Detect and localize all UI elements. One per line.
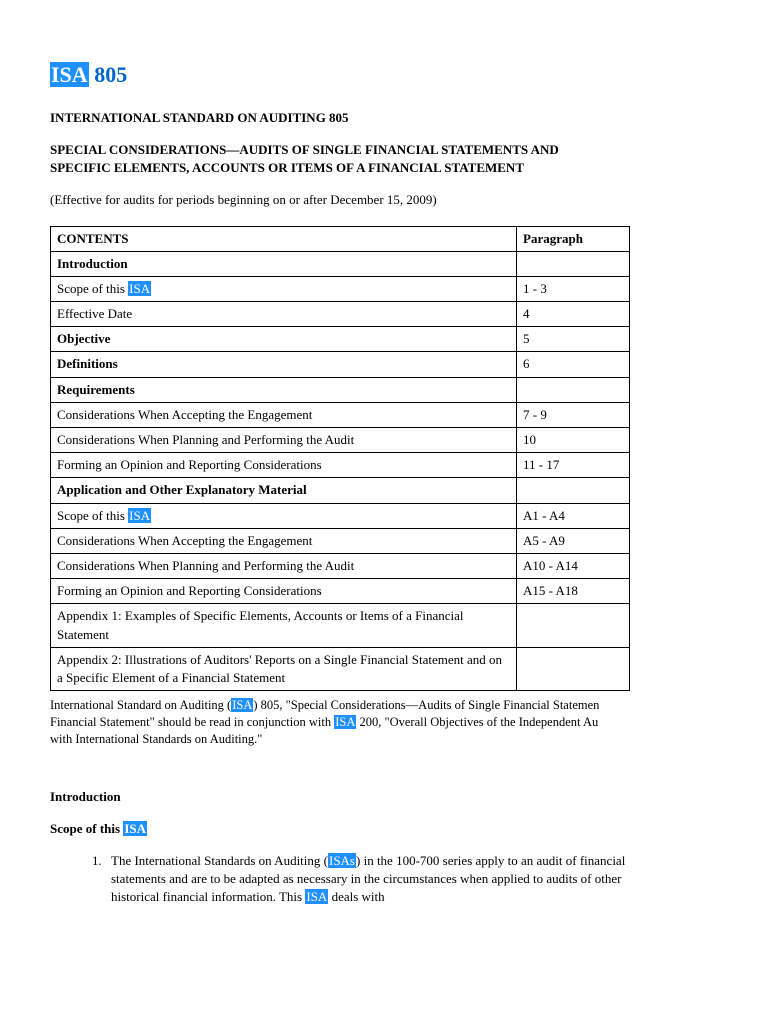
table-cell-paragraph: A1 - A4: [517, 503, 630, 528]
table-row: Application and Other Explanatory Materi…: [51, 478, 630, 503]
table-cell-label: Objective: [51, 327, 517, 352]
isa-highlight: ISA: [231, 698, 253, 712]
table-cell-label: Forming an Opinion and Reporting Conside…: [51, 579, 517, 604]
table-row: Forming an Opinion and Reporting Conside…: [51, 579, 630, 604]
numbered-list: The International Standards on Auditing …: [50, 852, 655, 907]
contents-table: CONTENTSParagraphIntroductionScope of th…: [50, 226, 630, 692]
table-cell-paragraph: [517, 377, 630, 402]
table-row: Introduction: [51, 251, 630, 276]
footnote-text: International Standard on Auditing (ISA)…: [50, 697, 718, 748]
table-cell-paragraph: [517, 604, 630, 647]
sub-title: SPECIAL CONSIDERATIONS—AUDITS OF SINGLE …: [50, 141, 610, 177]
table-cell-label: Considerations When Accepting the Engage…: [51, 402, 517, 427]
table-header-paragraph: Paragraph: [517, 226, 630, 251]
isa-highlight: ISA: [305, 889, 328, 904]
table-cell-paragraph: [517, 478, 630, 503]
doc-number: 805: [94, 62, 127, 87]
table-cell-paragraph: [517, 251, 630, 276]
table-cell-label: Appendix 1: Examples of Specific Element…: [51, 604, 517, 647]
table-cell-label: Appendix 2: Illustrations of Auditors' R…: [51, 647, 517, 690]
table-row: Scope of this ISA1 - 3: [51, 276, 630, 301]
table-cell-paragraph: 11 - 17: [517, 453, 630, 478]
table-cell-label: Forming an Opinion and Reporting Conside…: [51, 453, 517, 478]
table-row: Considerations When Planning and Perform…: [51, 553, 630, 578]
table-cell-paragraph: 5: [517, 327, 630, 352]
table-row: Definitions6: [51, 352, 630, 377]
table-row: Effective Date4: [51, 302, 630, 327]
table-cell-paragraph: A5 - A9: [517, 528, 630, 553]
table-row: Forming an Opinion and Reporting Conside…: [51, 453, 630, 478]
table-cell-paragraph: [517, 647, 630, 690]
table-row: Considerations When Planning and Perform…: [51, 428, 630, 453]
isa-highlight: ISA: [128, 508, 151, 523]
table-row: Requirements: [51, 377, 630, 402]
table-cell-paragraph: 1 - 3: [517, 276, 630, 301]
list-item: The International Standards on Auditing …: [105, 852, 655, 907]
table-row: Appendix 1: Examples of Specific Element…: [51, 604, 630, 647]
table-cell-label: Effective Date: [51, 302, 517, 327]
table-cell-label: Considerations When Accepting the Engage…: [51, 528, 517, 553]
scope-heading: Scope of this ISA: [50, 820, 718, 838]
table-row: Scope of this ISAA1 - A4: [51, 503, 630, 528]
table-cell-label: Scope of this ISA: [51, 503, 517, 528]
table-cell-paragraph: 7 - 9: [517, 402, 630, 427]
table-cell-paragraph: 4: [517, 302, 630, 327]
table-cell-label: Application and Other Explanatory Materi…: [51, 478, 517, 503]
table-cell-paragraph: A10 - A14: [517, 553, 630, 578]
table-cell-label: Definitions: [51, 352, 517, 377]
isa-highlight: ISA: [128, 281, 151, 296]
isa-highlight: ISA: [334, 715, 356, 729]
table-cell-paragraph: 10: [517, 428, 630, 453]
isa-abbr-highlight: ISA: [50, 62, 89, 87]
table-row: Considerations When Accepting the Engage…: [51, 528, 630, 553]
main-title: INTERNATIONAL STANDARD ON AUDITING 805: [50, 109, 718, 127]
table-cell-label: Considerations When Planning and Perform…: [51, 553, 517, 578]
table-cell-label: Considerations When Planning and Perform…: [51, 428, 517, 453]
table-cell-paragraph: 6: [517, 352, 630, 377]
document-code: ISA 805: [50, 60, 718, 91]
effective-date: (Effective for audits for periods beginn…: [50, 191, 718, 209]
introduction-heading: Introduction: [50, 788, 718, 806]
isa-highlight: ISA: [123, 821, 147, 836]
table-cell-paragraph: A15 - A18: [517, 579, 630, 604]
isas-highlight: ISAs: [328, 853, 356, 868]
table-cell-label: Introduction: [51, 251, 517, 276]
table-row: Appendix 2: Illustrations of Auditors' R…: [51, 647, 630, 690]
table-row: Objective5: [51, 327, 630, 352]
table-row: Considerations When Accepting the Engage…: [51, 402, 630, 427]
table-cell-label: Requirements: [51, 377, 517, 402]
table-cell-label: Scope of this ISA: [51, 276, 517, 301]
table-header-contents: CONTENTS: [51, 226, 517, 251]
